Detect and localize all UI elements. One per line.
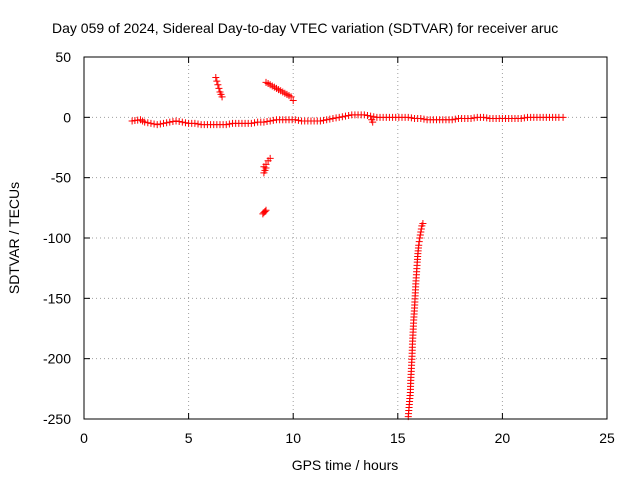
- y-tick-label: -100: [43, 230, 71, 246]
- data-point: [261, 207, 269, 215]
- data-point: [417, 115, 425, 123]
- data-point: [483, 114, 491, 122]
- data-point: [451, 115, 459, 123]
- data-points: [128, 74, 567, 421]
- data-point: [175, 118, 183, 126]
- data-point: [316, 117, 324, 125]
- x-tick-label: 10: [285, 430, 301, 446]
- data-point: [470, 114, 478, 122]
- data-point: [294, 116, 302, 124]
- data-point: [214, 81, 222, 89]
- data-point: [338, 113, 346, 121]
- data-point: [287, 93, 295, 101]
- data-point: [262, 164, 270, 172]
- data-point: [416, 234, 424, 242]
- data-point: [559, 113, 567, 121]
- data-point: [289, 96, 297, 104]
- data-point: [262, 206, 270, 214]
- data-point: [335, 113, 343, 121]
- data-point: [291, 116, 299, 124]
- y-tick-label: 0: [63, 109, 71, 125]
- data-point: [269, 116, 277, 124]
- x-tick-label: 20: [495, 430, 511, 446]
- data-point: [363, 112, 371, 120]
- data-point: [159, 119, 167, 127]
- data-point: [417, 225, 425, 233]
- data-point: [416, 231, 424, 239]
- data-point: [367, 112, 375, 120]
- data-point: [222, 121, 230, 129]
- data-point: [156, 120, 164, 128]
- data-point: [150, 120, 158, 128]
- data-point: [250, 119, 258, 127]
- data-point: [420, 115, 428, 123]
- data-point: [141, 118, 149, 126]
- data-point: [345, 112, 353, 120]
- y-tick-label: -50: [51, 170, 71, 186]
- data-point: [213, 77, 221, 85]
- data-point: [332, 114, 340, 122]
- data-point: [320, 116, 328, 124]
- x-tick-label: 15: [390, 430, 406, 446]
- data-point: [191, 119, 199, 127]
- data-point: [329, 115, 337, 123]
- data-point: [194, 120, 202, 128]
- y-axis-label: SDTVAR / TECUs: [6, 182, 22, 294]
- y-tick-label: -200: [43, 351, 71, 367]
- data-point: [166, 118, 174, 126]
- y-tick-label: 50: [55, 49, 71, 65]
- data-point: [360, 111, 368, 119]
- data-point: [404, 113, 412, 121]
- chart-title: Day 059 of 2024, Sidereal Day-to-day VTE…: [52, 20, 558, 36]
- x-tick-label: 5: [185, 430, 193, 446]
- data-point: [215, 84, 223, 92]
- x-tick-label: 0: [80, 430, 88, 446]
- data-point: [153, 121, 161, 129]
- data-point: [326, 115, 334, 123]
- data-point: [415, 241, 423, 249]
- data-point: [147, 119, 155, 127]
- data-point: [448, 116, 456, 124]
- data-point: [266, 117, 274, 125]
- data-point: [181, 119, 189, 127]
- data-point: [342, 112, 349, 120]
- x-axis-label: GPS time / hours: [292, 457, 399, 473]
- data-point: [260, 118, 268, 126]
- data-point: [407, 114, 415, 122]
- data-point: [169, 118, 177, 126]
- data-point: [369, 118, 377, 126]
- data-point: [517, 115, 525, 123]
- data-point: [218, 93, 226, 101]
- data-point: [212, 74, 220, 82]
- data-point: [417, 228, 425, 236]
- data-point: [266, 154, 274, 162]
- plot-frame: [83, 56, 608, 420]
- data-point: [480, 113, 488, 121]
- data-point: [178, 118, 186, 126]
- data-point: [419, 220, 427, 228]
- data-point: [263, 118, 271, 126]
- data-point: [144, 119, 152, 127]
- data-point: [172, 117, 180, 125]
- data-point: [247, 119, 255, 127]
- data-point: [225, 120, 233, 128]
- data-point: [163, 119, 171, 127]
- data-point: [520, 114, 528, 122]
- y-tick-label: -250: [43, 411, 71, 427]
- x-tick-label: 25: [599, 430, 615, 446]
- data-point: [467, 115, 475, 123]
- y-tick-label: -150: [43, 290, 71, 306]
- data-point: [323, 116, 331, 124]
- data-point: [415, 238, 423, 246]
